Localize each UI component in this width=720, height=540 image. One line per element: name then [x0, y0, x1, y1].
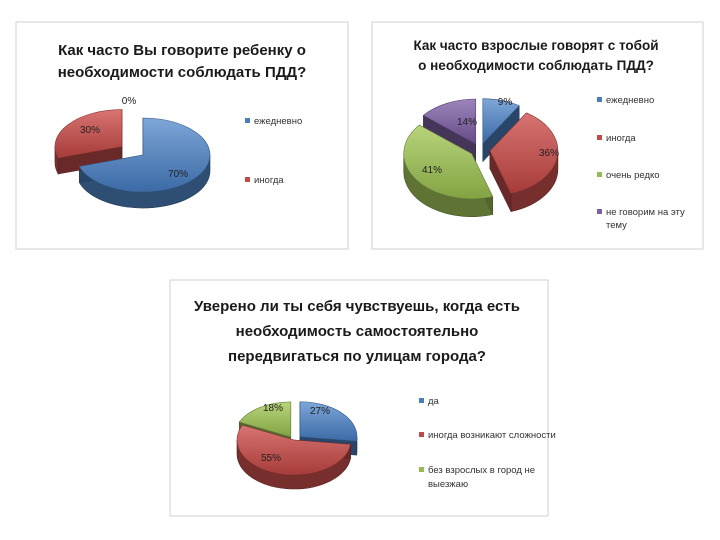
chart-3-legend-da: да — [428, 396, 440, 407]
chart-1-legend-ezhednevno: ежедневно — [254, 116, 302, 127]
chart-2-data-label-ne-govorim: 14% — [457, 117, 477, 128]
chart-1-legend: ежедневно иногда — [245, 116, 302, 186]
chart-1-title-line-2: необходимости соблюдать ПДД? — [58, 64, 307, 81]
chart-3-legend-bez-vzroslyh-line-1: без взрослых в город не — [428, 465, 535, 476]
chart-1-data-label-zero: 0% — [122, 96, 137, 107]
chart-3-legend-swatch-da — [419, 398, 424, 403]
chart-2-pie — [403, 98, 559, 218]
chart-2-title-line-2: о необходимости соблюдать ПДД? — [418, 58, 654, 73]
chart-3-legend-bez-vzroslyh-line-2: выезжаю — [428, 479, 468, 490]
chart-1-pie — [54, 109, 211, 209]
chart-2-legend-ezhednevno: ежедневно — [606, 95, 654, 106]
chart-1-data-label-ezhednevno: 70% — [168, 169, 188, 180]
chart-2-slice-ochen-redko — [403, 124, 494, 200]
chart-2-legend-ochen-redko: очень редко — [606, 170, 660, 181]
chart-3-title-line-3: передвигаться по улицам города? — [228, 348, 486, 365]
chart-2-slice-inogda — [489, 112, 559, 194]
chart-3-slice-inogda — [236, 424, 351, 476]
chart-3-frame — [169, 279, 549, 517]
chart-1: Как часто Вы говорите ребенку о необходи… — [15, 21, 349, 250]
chart-1-slice-inogda — [54, 109, 123, 159]
chart-2-legend-inogda: иногда — [606, 133, 636, 144]
chart-1-title-line-1: Как часто Вы говорите ребенку о — [58, 42, 306, 59]
chart-1-legend-swatch-inogda — [245, 177, 250, 182]
chart-3-title-line-1: Уверено ли ты себя чувствуешь, когда ест… — [194, 298, 520, 315]
chart-2-data-label-inogda: 36% — [539, 148, 559, 159]
chart-2-data-label-ezhednevno: 9% — [498, 97, 513, 108]
chart-2-legend-swatch-ne-govorim — [597, 209, 602, 214]
chart-2-legend-ne-govorim-line-2: тему — [606, 220, 627, 231]
chart-3: Уверено ли ты себя чувствуешь, когда ест… — [169, 279, 556, 517]
chart-2: Как часто взрослые говорят с тобой о нео… — [371, 21, 704, 250]
chart-3-pie — [236, 401, 358, 490]
chart-3-slice-da — [299, 401, 358, 442]
chart-2-legend-ne-govorim-line-1: не говорим на эту — [606, 207, 685, 218]
chart-1-data-label-inogda: 30% — [80, 125, 100, 136]
chart-2-title-line-1: Как часто взрослые говорят с тобой — [413, 38, 658, 53]
chart-2-slice-ezhednevno — [482, 98, 520, 145]
chart-2-slice-ne-govorim — [422, 98, 477, 145]
chart-2-legend: ежедневно иногда очень редко не говорим … — [597, 95, 685, 231]
chart-3-data-label-da: 27% — [310, 406, 330, 417]
chart-3-slice-bez-vzroslyh — [238, 401, 292, 438]
chart-3-legend-swatch-inogda — [419, 432, 424, 437]
chart-2-legend-swatch-inogda — [597, 135, 602, 140]
chart-3-legend: да иногда возникают сложности без взросл… — [419, 396, 556, 490]
chart-1-legend-swatch-ezhednevno — [245, 118, 250, 123]
chart-3-title-line-2: необходимость самостоятельно — [236, 323, 479, 340]
chart-3-legend-swatch-bez-vzroslyh — [419, 467, 424, 472]
chart-1-legend-inogda: иногда — [254, 175, 284, 186]
chart-1-slice-ezhednevno — [78, 117, 211, 193]
chart-2-data-label-ochen-redko: 41% — [422, 165, 442, 176]
chart-3-legend-inogda: иногда возникают сложности — [428, 430, 556, 441]
chart-2-legend-swatch-ochen-redko — [597, 172, 602, 177]
chart-2-legend-swatch-ezhednevno — [597, 97, 602, 102]
chart-3-data-label-bez-vzroslyh: 18% — [263, 403, 283, 414]
chart-3-data-label-inogda: 55% — [261, 453, 281, 464]
